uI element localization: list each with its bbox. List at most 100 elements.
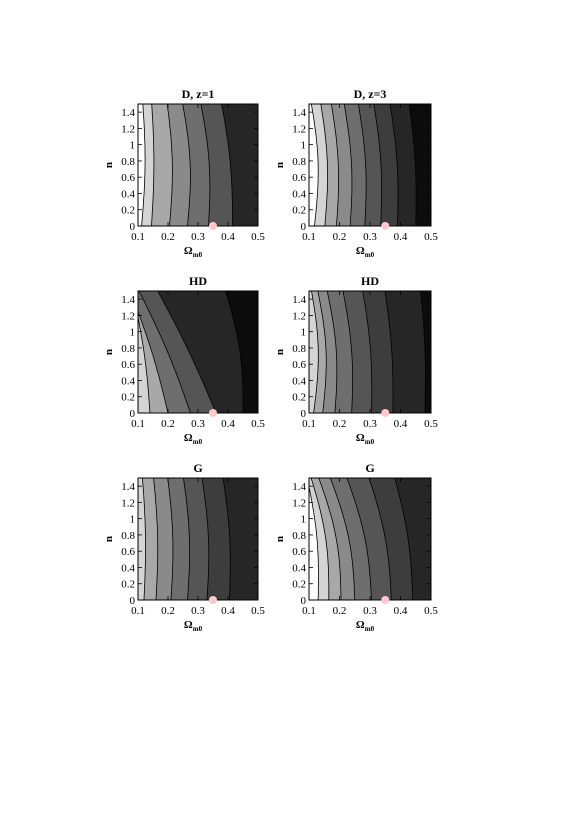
- contour-band: [311, 104, 328, 226]
- contour-band: [138, 291, 191, 413]
- contour-band: [138, 478, 146, 600]
- y-tick-label: 1.4: [121, 107, 135, 119]
- contour-line: [368, 478, 392, 600]
- contour-panel-2: 0.1 0.2 0.3 0.4 0.5 0 0.2 0.4 0.6 0.8 1 1.2 1.4 D, z=…: [274, 87, 438, 259]
- x-tick-label: 0.3: [363, 418, 377, 430]
- fiducial-marker: [209, 596, 217, 604]
- y-tick-label: 1.2: [121, 497, 135, 509]
- y-tick-label: 0.6: [121, 359, 135, 371]
- contour-bands: [138, 478, 258, 600]
- contour-band: [390, 104, 417, 226]
- x-axis-label: Ωm0: [184, 619, 203, 633]
- contour-band: [346, 478, 392, 600]
- y-tick-label: 0.2: [292, 205, 306, 217]
- x-axis-label: Ωm0: [356, 619, 375, 633]
- contour-line: [342, 291, 354, 413]
- fiducial-marker: [381, 222, 390, 230]
- x-tick-label: 0.5: [424, 231, 438, 243]
- contour-line: [200, 104, 211, 226]
- contour-panel-6: 0.1 0.2 0.3 0.4 0.5 0 0.2 0.4 0.6 0.8 1 1.2 1.4 G Ωm0 n: [274, 461, 438, 633]
- contour-band: [317, 291, 337, 413]
- contour-band: [225, 291, 258, 413]
- x-tick-label: 0.2: [333, 418, 347, 430]
- contour-panel-3: 0.1 0.2 0.3 0.4 0.5 0 0.2 0.4 0.6 0.8 1 1.2 1.4 HD Ωm0…: [103, 274, 265, 446]
- contour-bands: [309, 291, 431, 413]
- fiducial-marker: [209, 409, 217, 417]
- contour-band: [309, 478, 329, 600]
- y-tick-label: 0.6: [121, 546, 135, 558]
- y-axis-label: n: [103, 162, 115, 168]
- contour-line: [151, 104, 155, 226]
- contour-line: [142, 478, 146, 600]
- y-tick-label: 0: [301, 221, 307, 233]
- contour-line: [331, 104, 339, 226]
- y-tick-label: 0.4: [121, 562, 135, 574]
- contour-band: [138, 311, 168, 413]
- contour-band: [139, 291, 216, 413]
- contour-band: [318, 478, 355, 600]
- y-axis-label: n: [274, 536, 286, 542]
- contour-line: [394, 478, 414, 600]
- y-tick-label: 1.2: [292, 497, 306, 509]
- y-tick-label: 0.2: [292, 392, 306, 404]
- contour-line: [326, 291, 338, 413]
- contour-band: [330, 478, 372, 600]
- x-tick-label: 0.4: [394, 231, 408, 243]
- y-tick-label: 0.6: [292, 359, 306, 371]
- contour-line: [317, 291, 327, 413]
- y-tick-label: 0.2: [292, 579, 306, 591]
- contour-bands: [309, 478, 431, 600]
- y-tick-label: 1.2: [121, 123, 135, 135]
- contour-bands: [138, 291, 258, 413]
- contour-line: [420, 291, 426, 413]
- contour-line: [389, 104, 399, 226]
- contour-band: [182, 104, 210, 226]
- x-tick-label: 0.1: [131, 418, 145, 430]
- y-tick-label: 1.4: [292, 294, 306, 306]
- contour-line: [362, 291, 373, 413]
- x-tick-label: 0.5: [251, 418, 265, 430]
- contour-line: [221, 104, 233, 226]
- x-axis-label: Ωm0: [184, 432, 203, 446]
- contour-band: [157, 291, 243, 413]
- y-tick-label: 1.4: [292, 107, 306, 119]
- x-tick-label: 0.5: [424, 605, 438, 617]
- contour-band: [369, 478, 413, 600]
- y-tick-label: 0.4: [121, 375, 135, 387]
- x-axis-label: Ωm0: [184, 245, 203, 259]
- panel-title: G: [365, 461, 374, 475]
- contour-line: [222, 478, 231, 600]
- x-axis-label: Ωm0: [356, 432, 375, 446]
- x-tick-label: 0.3: [191, 231, 205, 243]
- x-tick-label: 0.3: [191, 605, 205, 617]
- y-tick-label: 0.2: [121, 392, 135, 404]
- y-tick-label: 1: [130, 327, 136, 339]
- y-tick-label: 0.2: [121, 205, 135, 217]
- y-tick-label: 0.4: [121, 188, 135, 200]
- x-tick-label: 0.4: [394, 418, 408, 430]
- contour-band: [138, 317, 150, 413]
- contour-band: [200, 104, 233, 226]
- y-tick-label: 0.8: [292, 530, 306, 542]
- x-axis-label: Ωm0: [356, 245, 375, 259]
- contour-band: [384, 291, 426, 413]
- contour-band: [223, 478, 258, 600]
- contour-line: [157, 291, 217, 413]
- contour-line: [329, 478, 356, 600]
- y-tick-label: 0: [130, 221, 136, 233]
- contour-line: [183, 478, 191, 600]
- y-axis-label: n: [274, 162, 286, 168]
- y-tick-label: 1.2: [292, 123, 306, 135]
- x-tick-label: 0.2: [161, 605, 175, 617]
- x-tick-label: 0.5: [251, 231, 265, 243]
- x-tick-label: 0.2: [333, 605, 347, 617]
- x-axis-label-subscript: m0: [193, 438, 203, 446]
- contour-line: [153, 478, 159, 600]
- y-tick-label: 1.4: [292, 481, 306, 493]
- y-tick-label: 0.4: [292, 375, 306, 387]
- panel-title: HD: [189, 274, 207, 288]
- contour-line: [408, 104, 417, 226]
- x-axis-label-subscript: m0: [193, 251, 203, 259]
- x-axis-label-subscript: m0: [365, 625, 375, 633]
